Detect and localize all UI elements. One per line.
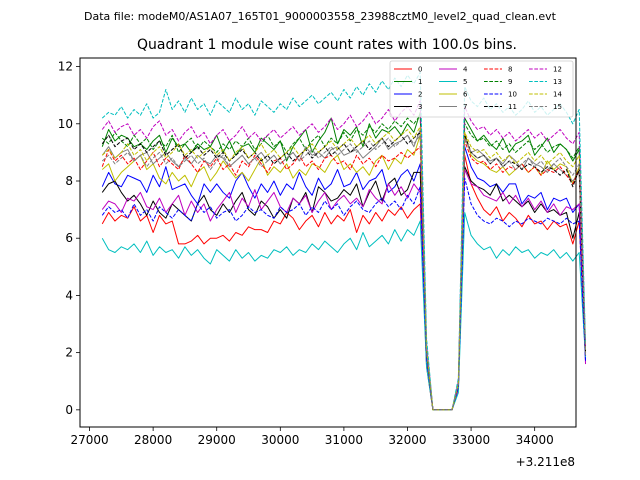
- series-line-9: [101, 114, 587, 411]
- series-line-2: [101, 146, 587, 411]
- x-tick-label: 31000: [325, 433, 363, 447]
- legend-label-15: 15: [553, 103, 562, 111]
- data-file-label: Data file: modeM0/AS1A07_165T01_90000035…: [84, 10, 557, 23]
- series-line-4: [101, 169, 587, 411]
- chart-title: Quadrant 1 module wise count rates with …: [137, 37, 517, 53]
- legend-label-0: 0: [418, 66, 422, 74]
- plot-area: [80, 58, 576, 427]
- x-tick-label: 27000: [70, 433, 108, 447]
- legend-label-1: 1: [418, 78, 422, 86]
- series-line-8: [101, 140, 587, 411]
- legend-label-13: 13: [553, 78, 562, 86]
- series-line-3: [101, 166, 587, 411]
- series-line-15: [101, 134, 587, 411]
- series-line-11: [101, 131, 587, 411]
- legend-label-12: 12: [553, 66, 562, 74]
- series-line-1: [101, 111, 587, 411]
- x-tick-label: 29000: [198, 433, 236, 447]
- legend-frame: [389, 60, 574, 118]
- series-line-14: [101, 126, 587, 411]
- y-tick-label: 8: [65, 174, 73, 188]
- y-tick-label: 10: [58, 117, 73, 131]
- legend-label-11: 11: [508, 103, 517, 111]
- series-line-10: [101, 177, 587, 411]
- legend-label-9: 9: [508, 78, 512, 86]
- y-tick-label: 6: [65, 231, 73, 245]
- series-line-5: [101, 211, 587, 411]
- y-tick-label: 12: [58, 60, 73, 74]
- x-tick-label: 28000: [134, 433, 172, 447]
- legend-label-5: 5: [463, 78, 467, 86]
- y-tick-label: 2: [65, 346, 73, 360]
- x-tick-label: 32000: [388, 433, 426, 447]
- x-tick-label: 33000: [452, 433, 490, 447]
- series-line-0: [101, 154, 587, 411]
- axes-frame: [79, 57, 577, 428]
- x-offset-label: +3.211e8: [516, 455, 575, 469]
- series-group: [101, 71, 587, 411]
- legend-label-2: 2: [418, 91, 422, 99]
- legend-label-10: 10: [508, 91, 517, 99]
- legend-label-3: 3: [418, 103, 422, 111]
- y-tick-label: 4: [65, 288, 73, 302]
- legend-label-8: 8: [508, 66, 512, 74]
- legend-label-4: 4: [463, 66, 468, 74]
- axes: 27000 28000 29000 30000 31000 32000 33000 34000…: [58, 57, 577, 447]
- legend-label-6: 6: [463, 91, 468, 99]
- legend-label-14: 14: [553, 91, 562, 99]
- legend-label-7: 7: [463, 103, 467, 111]
- y-tick-label: 0: [65, 403, 73, 417]
- plot-background: [80, 58, 576, 427]
- series-line-12: [101, 100, 587, 411]
- x-tick-label: 30000: [261, 433, 299, 447]
- series-line-6: [101, 131, 587, 411]
- x-tick-label: 34000: [516, 433, 554, 447]
